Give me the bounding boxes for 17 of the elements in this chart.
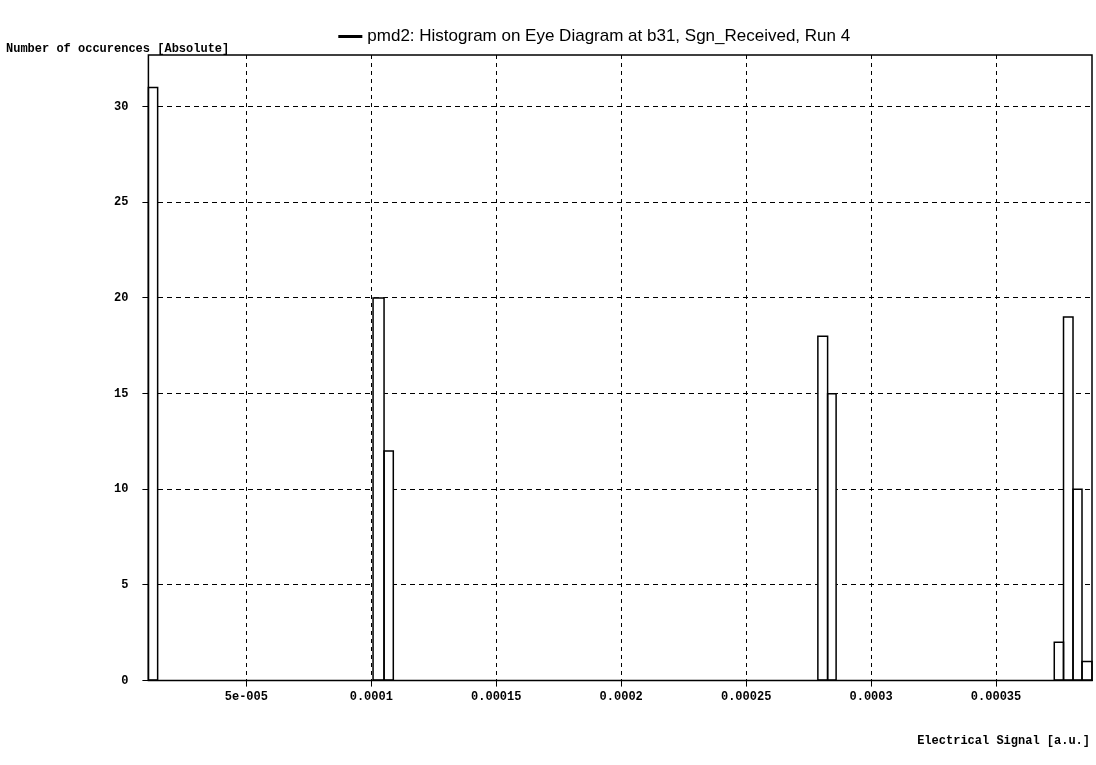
x-tick-label: 0.00025 <box>720 689 772 704</box>
y-tick-label: 15 <box>114 386 129 401</box>
x-tick-label: 0.00035 <box>970 689 1022 704</box>
x-tick-label: 0.0002 <box>599 689 643 704</box>
y-tick-label: 10 <box>114 482 129 497</box>
x-tick-label: 0.00015 <box>471 689 522 704</box>
y-axis-title: Number of occurences [Absolute] <box>6 42 230 56</box>
x-tick-label: 0.0001 <box>349 689 393 704</box>
x-axis-title: Electrical Signal [a.u.] <box>917 734 1090 748</box>
y-tick-label: 20 <box>114 290 129 305</box>
x-tick-label: 0.0003 <box>849 689 893 704</box>
x-tick-label: 5e-005 <box>224 689 268 704</box>
y-tick-label: 0 <box>121 673 129 688</box>
y-tick-label: 30 <box>114 99 129 114</box>
y-tick-label: 25 <box>114 195 129 210</box>
legend-label: pmd2: Histogram on Eye Diagram at b31, Sgn_Received, Run 4 <box>367 26 851 46</box>
y-tick-label: 5 <box>121 577 129 592</box>
